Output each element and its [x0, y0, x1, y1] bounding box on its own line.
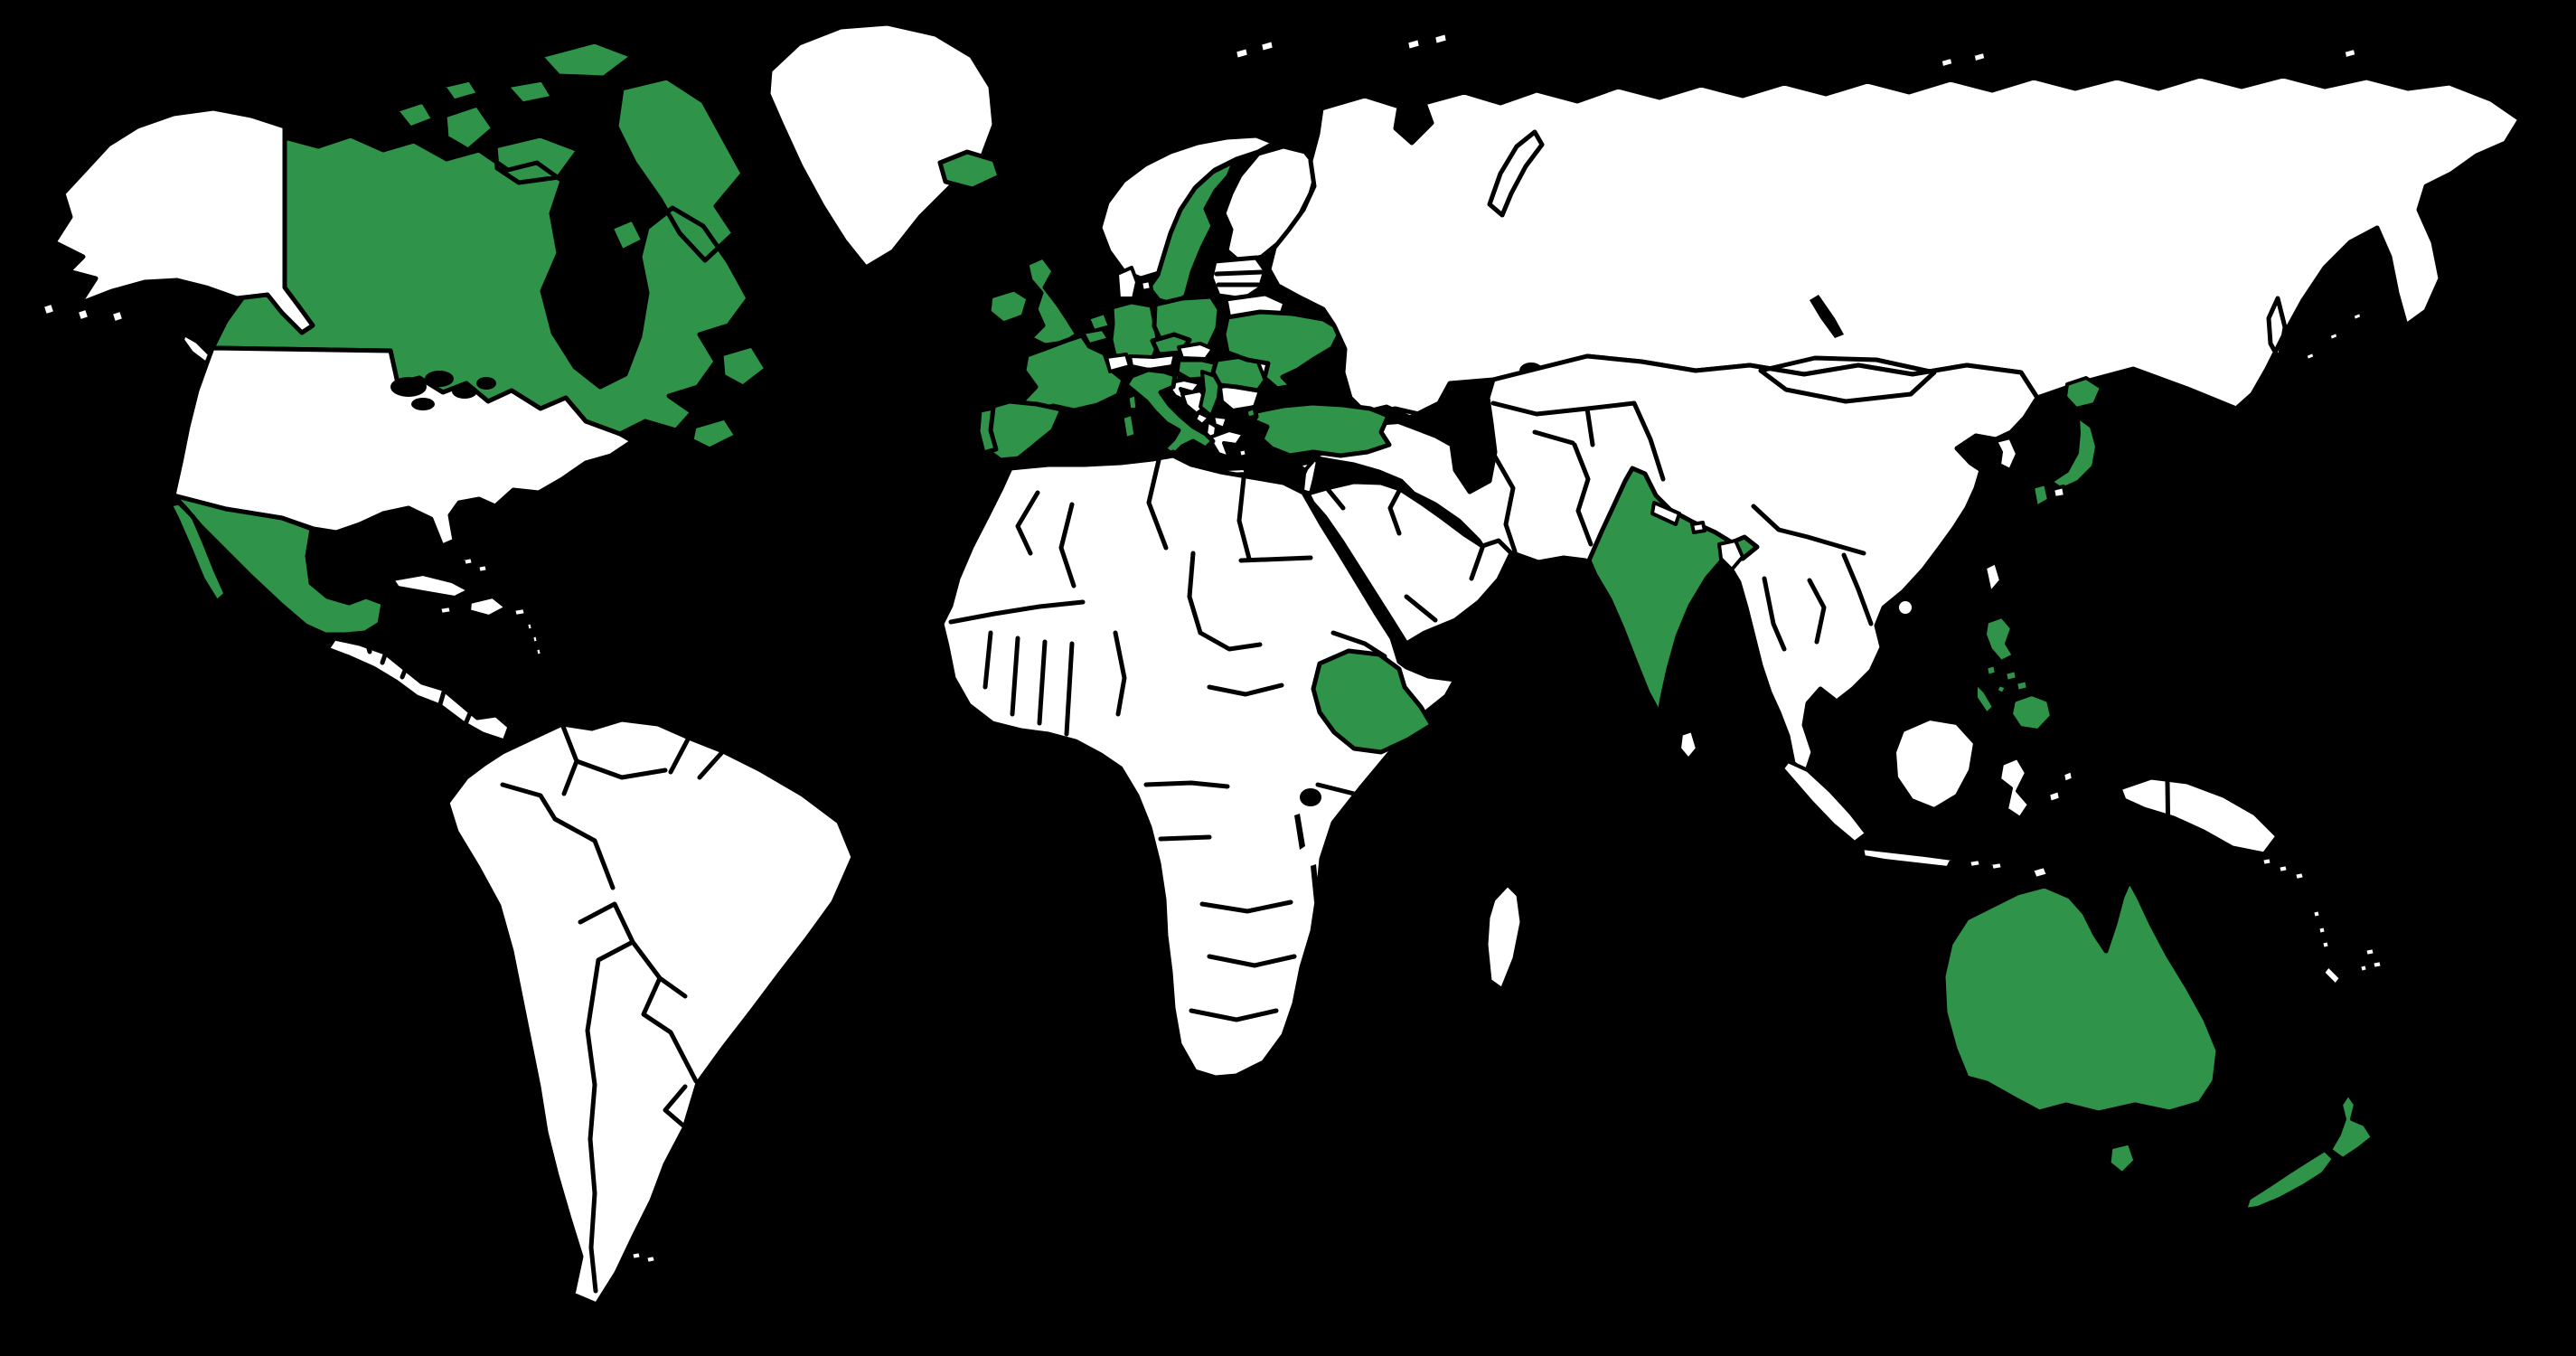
region-arabia[interactable]	[1305, 479, 1514, 646]
lake-erie	[411, 398, 435, 410]
country-philippines[interactable]	[1974, 615, 2054, 732]
lake-victoria	[1300, 788, 1321, 806]
country-canada[interactable]	[210, 39, 769, 452]
region-africa[interactable]	[939, 453, 1458, 1080]
lake-tanganyika	[1294, 814, 1305, 850]
country-france[interactable]	[1018, 333, 1141, 413]
country-montenegro[interactable]	[1193, 410, 1211, 427]
region-south-america[interactable]	[445, 717, 856, 1307]
country-cyprus[interactable]	[1296, 460, 1314, 472]
country-ukraine[interactable]	[1221, 309, 1344, 391]
country-australia[interactable]	[1941, 878, 2221, 1177]
country-alaska[interactable]	[39, 106, 315, 335]
country-taiwan[interactable]	[1983, 560, 2003, 595]
lake-ontario	[476, 377, 496, 390]
country-slovakia[interactable]	[1177, 342, 1215, 361]
lake-malawi	[1311, 864, 1320, 902]
country-indonesia[interactable]	[1781, 717, 2075, 880]
continent-north-america	[39, 21, 997, 744]
baltic-borders	[1214, 269, 1264, 287]
continent-asia	[1233, 31, 2523, 880]
arctic-islands[interactable]	[1233, 31, 1450, 61]
country-ethiopia[interactable]	[1311, 648, 1434, 755]
country-greenland[interactable]	[766, 21, 997, 270]
country-cuba-caribbean[interactable]	[390, 555, 544, 658]
country-greece[interactable]	[1208, 428, 1249, 476]
country-nepal[interactable]	[1650, 501, 1681, 526]
country-south-korea[interactable]	[1994, 436, 2019, 472]
continent-europe	[937, 133, 1344, 476]
country-austria[interactable]	[1128, 353, 1177, 372]
country-papua-new-guinea[interactable]	[2117, 775, 2280, 857]
country-madagascar[interactable]	[1483, 881, 1525, 993]
south-america-borders	[500, 721, 726, 1294]
country-ireland[interactable]	[986, 287, 1031, 326]
new-guinea-border	[2165, 778, 2171, 851]
country-sri-lanka[interactable]	[1678, 729, 1699, 761]
africa-borders	[948, 457, 1387, 1022]
central-america-borders	[362, 633, 475, 727]
arabia-borders	[1324, 485, 1485, 623]
continent-south-america	[445, 717, 856, 1307]
continent-oceania	[1941, 855, 2384, 1211]
pacific-islands[interactable]	[2260, 855, 2384, 987]
country-iceland[interactable]	[937, 149, 1002, 192]
country-russia[interactable]	[1266, 44, 2523, 420]
country-new-zealand[interactable]	[2243, 1092, 2374, 1211]
country-turkey[interactable]	[1243, 400, 1392, 458]
vancouver-island[interactable]	[181, 333, 212, 365]
country-north-macedonia[interactable]	[1211, 414, 1229, 430]
country-portugal[interactable]	[975, 405, 999, 456]
country-denmark[interactable]	[1115, 266, 1153, 300]
falkland-islands[interactable]	[629, 1249, 658, 1266]
continent-africa	[939, 453, 1525, 1080]
shikoku-island[interactable]	[2051, 485, 2067, 500]
country-bhutan[interactable]	[1690, 521, 1706, 534]
country-netherlands[interactable]	[1086, 311, 1112, 333]
lake-superior	[390, 377, 427, 397]
country-mexico[interactable]	[167, 493, 386, 637]
hainan-island[interactable]	[1895, 598, 1915, 617]
lake-baikal	[1810, 295, 1844, 338]
country-bangladesh[interactable]	[1717, 539, 1744, 571]
lake-huron	[452, 384, 477, 399]
lake-michigan	[425, 371, 454, 387]
